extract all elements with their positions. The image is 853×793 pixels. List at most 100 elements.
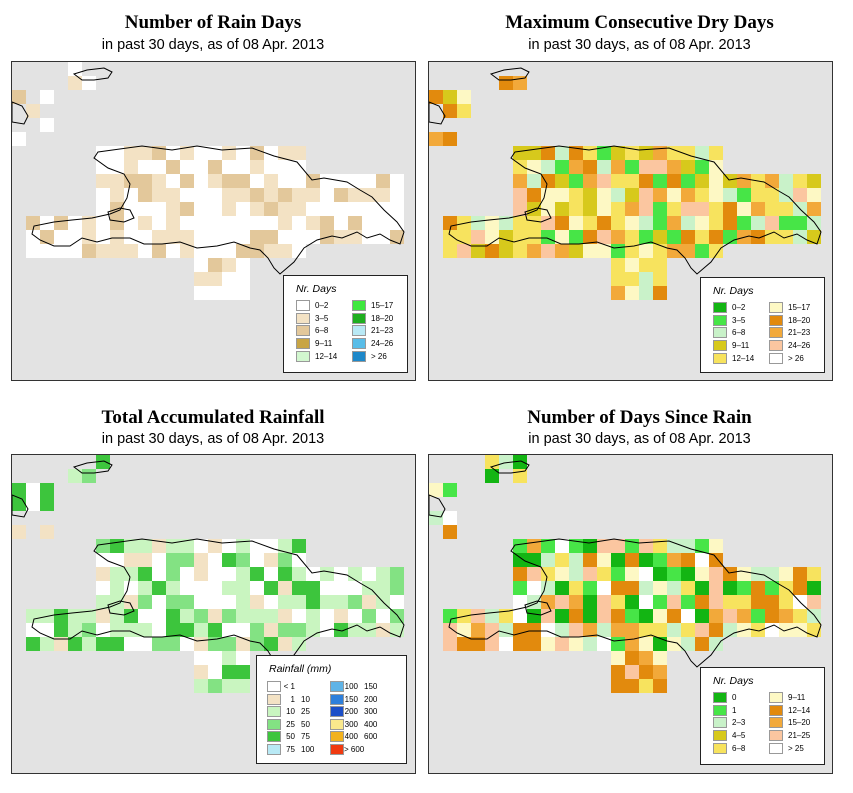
grid-cell [625, 679, 639, 693]
grid-cell [695, 637, 709, 651]
grid-cell [376, 623, 390, 637]
grid-cell [527, 623, 541, 637]
grid-cell [583, 202, 597, 216]
grid-cell [709, 567, 723, 581]
legend-swatch [769, 704, 783, 716]
grid-cell [306, 216, 320, 230]
grid-cell [779, 202, 793, 216]
grid-cell [751, 230, 765, 244]
grid-cell [208, 230, 222, 244]
grid-cell [471, 244, 485, 258]
grid-cell [695, 230, 709, 244]
grid-cell [751, 581, 765, 595]
grid-cell [208, 244, 222, 258]
grid-cell [681, 160, 695, 174]
grid-cell [250, 216, 264, 230]
grid-cell [292, 637, 306, 651]
grid-cell [513, 244, 527, 258]
legend-label-upper: 300 [364, 707, 378, 716]
grid-cell [320, 174, 334, 188]
legend-item: 200 300 [330, 706, 390, 717]
legend-swatch [330, 681, 344, 692]
grid-cell [751, 609, 765, 623]
grid-cell [180, 567, 194, 581]
grid-cell [348, 609, 362, 623]
grid-cell [124, 216, 138, 230]
grid-cell [611, 567, 625, 581]
grid-cell [292, 244, 306, 258]
grid-cell [138, 581, 152, 595]
grid-cell [194, 539, 208, 553]
grid-cell [68, 469, 82, 483]
legend-title: Nr. Days [296, 283, 337, 295]
grid-cell [166, 637, 180, 651]
grid-cell [709, 230, 723, 244]
grid-cell [555, 146, 569, 160]
coastline [72, 460, 113, 474]
legend-swatch [267, 731, 281, 742]
grid-cell [138, 609, 152, 623]
grid-cell [194, 216, 208, 230]
grid-cell [138, 146, 152, 160]
grid-cell [334, 581, 348, 595]
grid-cell [180, 244, 194, 258]
grid-cell [709, 244, 723, 258]
grid-cell [208, 553, 222, 567]
legend-item: 18–20 [352, 312, 412, 324]
grid-cell [54, 623, 68, 637]
grid-cell [334, 609, 348, 623]
grid-cell [278, 567, 292, 581]
grid-cell [194, 188, 208, 202]
coastline [31, 538, 405, 668]
grid-cell [639, 553, 653, 567]
grid-cell [625, 651, 639, 665]
coastline [524, 600, 552, 616]
grid-cell [96, 146, 110, 160]
legend-swatch [769, 692, 783, 703]
grid-cell [667, 146, 681, 160]
grid-cell [180, 174, 194, 188]
grid-cell [152, 216, 166, 230]
grid-cell [625, 258, 639, 272]
grid-cell [653, 637, 667, 651]
grid-cell [222, 665, 236, 679]
legend-swatch [296, 325, 310, 337]
legend-label: 0 [732, 693, 737, 702]
grid-cell [681, 174, 695, 188]
grid-cell [264, 623, 278, 637]
grid-cell [194, 567, 208, 581]
grid-cell [723, 595, 737, 609]
legend-item: 25 50 [267, 718, 327, 730]
legend-item: 10 25 [267, 706, 327, 717]
grid-cell [152, 539, 166, 553]
grid-cell [499, 230, 513, 244]
grid-cell [138, 539, 152, 553]
grid-cell [222, 679, 236, 693]
legend-label-upper: 25 [301, 707, 310, 716]
grid-cell [597, 595, 611, 609]
legend-item: 400 600 [330, 731, 390, 742]
grid-cell [709, 202, 723, 216]
legend-swatch [267, 706, 281, 717]
grid-cell [639, 679, 653, 693]
grid-cell [695, 581, 709, 595]
grid-cell [597, 609, 611, 623]
grid-cell [541, 581, 555, 595]
legend-item: 3–5 [296, 312, 356, 324]
grid-cell [569, 146, 583, 160]
grid-cell [653, 244, 667, 258]
grid-cell [513, 623, 527, 637]
grid-cell [765, 581, 779, 595]
grid-cell [362, 216, 376, 230]
map-canvas [429, 455, 822, 693]
grid-cell [194, 581, 208, 595]
grid-cell [82, 623, 96, 637]
grid-cell [320, 188, 334, 202]
grid-cell [625, 595, 639, 609]
grid-cell [194, 637, 208, 651]
grid-cell [82, 230, 96, 244]
grid-cell [513, 595, 527, 609]
legend-label: 2–3 [732, 718, 746, 728]
grid-cell [569, 216, 583, 230]
grid-cell [639, 286, 653, 300]
